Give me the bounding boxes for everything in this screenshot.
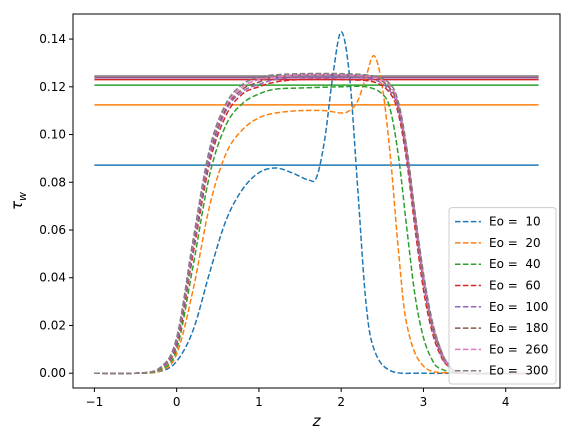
x-axis-ticks: −1 0 1 2 3 4 [86, 388, 510, 409]
y-tick-label: 0.12 [39, 80, 66, 94]
series-line-3 [94, 85, 539, 375]
y-tick-label: 0.06 [39, 223, 66, 237]
reference-lines [94, 75, 539, 166]
y-tick-label: 0.14 [39, 32, 66, 46]
series-line-2 [94, 55, 539, 375]
x-tick-label: 4 [502, 395, 510, 409]
legend-label: Eo = 40 [489, 257, 541, 271]
y-tick-label: 0.02 [39, 318, 66, 332]
x-tick-label: 3 [420, 395, 428, 409]
x-tick-label: 1 [255, 395, 263, 409]
legend-label: Eo = 260 [489, 342, 548, 356]
x-tick-label: −1 [86, 395, 104, 409]
legend-label: Eo = 20 [489, 236, 541, 250]
y-axis-label: τw [8, 192, 29, 210]
y-tick-label: 0.00 [39, 366, 66, 380]
y-tick-label: 0.04 [39, 271, 66, 285]
legend-label: Eo = 60 [489, 279, 541, 293]
y-axis-ticks: 0.00 0.02 0.04 0.06 0.08 0.10 0.12 0.14 [39, 32, 73, 380]
y-tick-label: 0.08 [39, 175, 66, 189]
x-tick-label: 0 [173, 395, 181, 409]
legend-label: Eo = 100 [489, 300, 548, 314]
legend-box [448, 207, 557, 385]
legend-label: Eo = 300 [489, 364, 548, 378]
series-line-8 [94, 72, 539, 375]
y-tick-label: 0.10 [39, 128, 66, 142]
legend-label: Eo = 180 [489, 321, 548, 335]
plot-frame [72, 13, 561, 389]
x-tick-label: 2 [337, 395, 345, 409]
series-line-4 [94, 78, 539, 375]
series-line-1 [94, 31, 539, 375]
legend: Eo = 10 Eo = 20 Eo = 40 Eo = 60 Eo = 100 Eo =… [448, 207, 557, 385]
legend-label: Eo = 10 [489, 215, 541, 229]
x-axis-label: z [312, 412, 322, 430]
series-lines [94, 31, 539, 375]
